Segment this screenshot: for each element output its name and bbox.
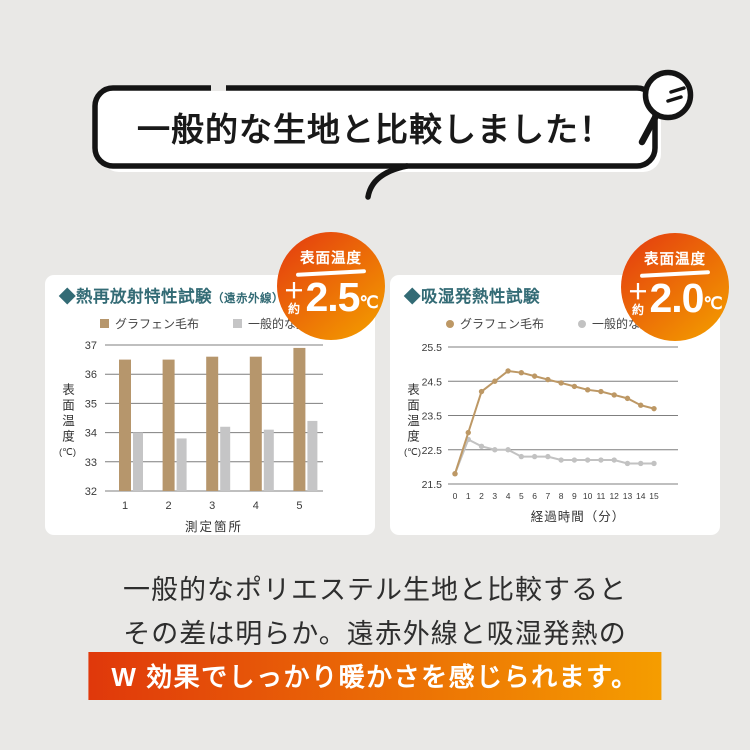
temp-delta-value: 2.5 [305, 274, 360, 320]
temp-delta-value: 2.0 [649, 275, 704, 321]
bubble-tail [365, 163, 410, 200]
panel-title-main: ◆吸湿発熱性試験 [404, 288, 540, 306]
svg-text:3: 3 [492, 491, 497, 501]
legend-dot-graphene-icon [445, 319, 454, 328]
plus-sign: ＋ [283, 279, 305, 303]
svg-text:25.5: 25.5 [422, 342, 443, 354]
svg-text:32: 32 [85, 486, 97, 498]
surface-temp-badge-right: 表面温度 ＋ 約 2.0 ℃ [621, 233, 729, 341]
svg-text:3: 3 [209, 500, 215, 512]
svg-text:22.5: 22.5 [422, 445, 443, 457]
panel-title: ◆吸湿発熱性試験 [404, 283, 540, 307]
svg-text:14: 14 [636, 491, 646, 501]
svg-text:33: 33 [85, 457, 97, 469]
svg-text:34: 34 [85, 428, 97, 440]
bubble-box [92, 85, 658, 169]
svg-text:10: 10 [583, 491, 593, 501]
svg-text:2: 2 [479, 491, 484, 501]
svg-text:11: 11 [597, 491, 606, 501]
temp-unit: ℃ [359, 293, 379, 312]
footer-text-line1: 一般的なポリエステル生地と比較すると [123, 575, 627, 605]
speech-bubble-outline [92, 69, 694, 200]
panel-title-main: ◆熱再放射特性試験 [59, 288, 212, 306]
legend-item-graphene: グラフェン毛布 [445, 315, 544, 332]
legend-item-graphene: グラフェン毛布 [99, 315, 199, 332]
svg-text:21.5: 21.5 [422, 479, 443, 491]
svg-text:0: 0 [453, 491, 458, 501]
svg-text:5: 5 [296, 500, 302, 512]
svg-text:8: 8 [559, 491, 564, 501]
y-axis-label: 表面温度 (℃) [404, 383, 421, 458]
svg-text:13: 13 [623, 491, 633, 501]
plus-sign: ＋ [627, 280, 649, 304]
panel-title: ◆熱再放射特性試験（遠赤外線） [59, 283, 284, 307]
panel-title-suffix: （遠赤外線） [212, 293, 284, 305]
svg-text:35: 35 [85, 398, 97, 410]
headline: 一般的な生地と比較しました！ [137, 111, 613, 148]
svg-text:1: 1 [466, 491, 471, 501]
svg-text:1: 1 [122, 500, 128, 512]
svg-text:23.5: 23.5 [422, 411, 443, 423]
line-chart: 21.522.523.524.525.50 1 2 3 4 5 6 7 8 9 10 11 12 13 14… [422, 342, 678, 524]
legend-label: グラフェン毛布 [114, 317, 199, 331]
svg-text:36: 36 [85, 369, 97, 381]
legend-label: グラフェン毛布 [459, 317, 544, 331]
svg-text:9: 9 [572, 491, 577, 501]
svg-text:15: 15 [649, 491, 659, 501]
svg-text:7: 7 [545, 491, 550, 501]
legend-dot-common-icon [578, 319, 586, 328]
speech-bubble: 一般的な生地と比較しました！ [60, 55, 720, 215]
svg-text:12: 12 [609, 491, 619, 501]
svg-text:6: 6 [532, 491, 537, 501]
svg-text:24.5: 24.5 [422, 376, 443, 388]
legend-swatch-common-icon [233, 319, 242, 328]
temp-unit: ℃ [703, 294, 723, 313]
footer-text-line2: その差は明らか。遠赤外線と吸湿発熱の [123, 619, 627, 649]
svg-text:2: 2 [166, 500, 172, 512]
legend-swatch-graphene-icon [99, 319, 109, 328]
footer-highlight-text: W 効果でしっかり暖かさを感じられます。 [88, 652, 662, 700]
svg-text:37: 37 [85, 340, 97, 352]
svg-text:5: 5 [519, 491, 524, 501]
magnifier-icon [638, 69, 694, 146]
bubble-border-gap [211, 80, 226, 91]
panel-heat-reradiation: ◆熱再放射特性試験（遠赤外線） グラフェン毛布 一般的な生地 表面温度 (℃) … [45, 275, 375, 535]
surface-temp-badge-left: 表面温度 ＋ 約 2.5 ℃ [277, 232, 385, 340]
svg-text:4: 4 [253, 500, 259, 512]
y-axis-label: 表面温度 (℃) [59, 383, 76, 458]
svg-text:経過時間（分）: 経過時間（分） [531, 510, 626, 524]
svg-text:4: 4 [506, 491, 511, 501]
svg-text:測定箇所: 測定箇所 [185, 519, 243, 534]
